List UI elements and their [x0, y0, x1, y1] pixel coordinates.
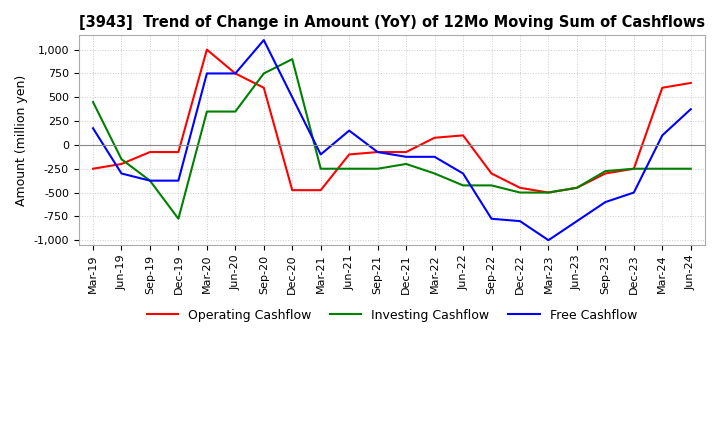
Operating Cashflow — [316, 187, 325, 193]
Free Cashflow — [572, 219, 581, 224]
Investing Cashflow — [402, 161, 410, 167]
Free Cashflow — [288, 95, 297, 100]
Free Cashflow — [629, 190, 638, 195]
Free Cashflow — [686, 106, 695, 112]
Investing Cashflow — [288, 56, 297, 62]
Operating Cashflow — [145, 150, 154, 155]
Operating Cashflow — [288, 187, 297, 193]
Free Cashflow — [402, 154, 410, 159]
Free Cashflow — [231, 71, 240, 76]
Operating Cashflow — [516, 185, 524, 191]
Free Cashflow — [145, 178, 154, 183]
Free Cashflow — [259, 37, 268, 43]
Operating Cashflow — [374, 150, 382, 155]
Free Cashflow — [202, 71, 211, 76]
Investing Cashflow — [431, 171, 439, 176]
Investing Cashflow — [629, 166, 638, 171]
Legend: Operating Cashflow, Investing Cashflow, Free Cashflow: Operating Cashflow, Investing Cashflow, … — [142, 304, 642, 327]
Free Cashflow — [601, 199, 610, 205]
Free Cashflow — [174, 178, 183, 183]
Investing Cashflow — [572, 185, 581, 191]
Investing Cashflow — [145, 178, 154, 183]
Operating Cashflow — [544, 190, 553, 195]
Free Cashflow — [316, 152, 325, 157]
Free Cashflow — [374, 150, 382, 155]
Operating Cashflow — [231, 71, 240, 76]
Free Cashflow — [117, 171, 126, 176]
Operating Cashflow — [572, 185, 581, 191]
Operating Cashflow — [601, 171, 610, 176]
Operating Cashflow — [259, 85, 268, 90]
Free Cashflow — [459, 171, 467, 176]
Investing Cashflow — [516, 190, 524, 195]
Line: Operating Cashflow: Operating Cashflow — [93, 50, 690, 193]
Operating Cashflow — [202, 47, 211, 52]
Operating Cashflow — [89, 166, 97, 171]
Free Cashflow — [658, 133, 667, 138]
Investing Cashflow — [174, 216, 183, 221]
Investing Cashflow — [89, 99, 97, 105]
Operating Cashflow — [117, 161, 126, 167]
Investing Cashflow — [259, 71, 268, 76]
Operating Cashflow — [459, 133, 467, 138]
Free Cashflow — [345, 128, 354, 133]
Investing Cashflow — [316, 166, 325, 171]
Investing Cashflow — [374, 166, 382, 171]
Free Cashflow — [89, 125, 97, 131]
Investing Cashflow — [487, 183, 496, 188]
Investing Cashflow — [601, 169, 610, 174]
Investing Cashflow — [117, 157, 126, 162]
Operating Cashflow — [658, 85, 667, 90]
Investing Cashflow — [686, 166, 695, 171]
Operating Cashflow — [686, 81, 695, 86]
Operating Cashflow — [402, 150, 410, 155]
Operating Cashflow — [629, 166, 638, 171]
Line: Investing Cashflow: Investing Cashflow — [93, 59, 690, 219]
Line: Free Cashflow: Free Cashflow — [93, 40, 690, 240]
Investing Cashflow — [544, 190, 553, 195]
Free Cashflow — [431, 154, 439, 159]
Operating Cashflow — [345, 152, 354, 157]
Operating Cashflow — [431, 135, 439, 140]
Operating Cashflow — [174, 150, 183, 155]
Y-axis label: Amount (million yen): Amount (million yen) — [15, 74, 28, 206]
Free Cashflow — [544, 238, 553, 243]
Free Cashflow — [516, 219, 524, 224]
Investing Cashflow — [202, 109, 211, 114]
Title: [3943]  Trend of Change in Amount (YoY) of 12Mo Moving Sum of Cashflows: [3943] Trend of Change in Amount (YoY) o… — [78, 15, 705, 30]
Investing Cashflow — [345, 166, 354, 171]
Investing Cashflow — [658, 166, 667, 171]
Free Cashflow — [487, 216, 496, 221]
Investing Cashflow — [459, 183, 467, 188]
Operating Cashflow — [487, 171, 496, 176]
Investing Cashflow — [231, 109, 240, 114]
